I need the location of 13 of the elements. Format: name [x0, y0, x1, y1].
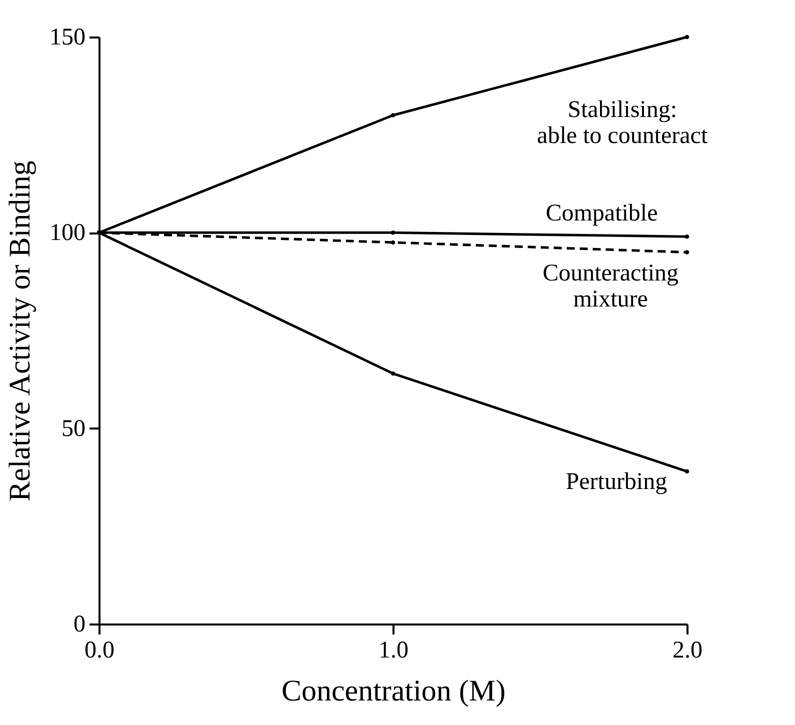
series-label: Perturbing: [566, 468, 668, 495]
series-label: Stabilising: able to counteract: [537, 97, 708, 150]
series-label: Counteracting mixture: [542, 260, 679, 313]
y-axis-title: Relative Activity or Binding: [4, 160, 36, 502]
y-tick-label: 150: [50, 24, 86, 50]
y-tick-label: 50: [62, 416, 86, 442]
series-label: Compatible: [546, 200, 658, 226]
y-tick-label: 0: [74, 612, 86, 638]
x-tick-label: 1.0: [378, 638, 408, 664]
x-axis-title: Concentration (M): [281, 674, 506, 708]
y-tick-label: 100: [50, 220, 86, 246]
x-tick-label: 0.0: [84, 638, 114, 664]
x-tick-label: 2.0: [672, 638, 702, 664]
